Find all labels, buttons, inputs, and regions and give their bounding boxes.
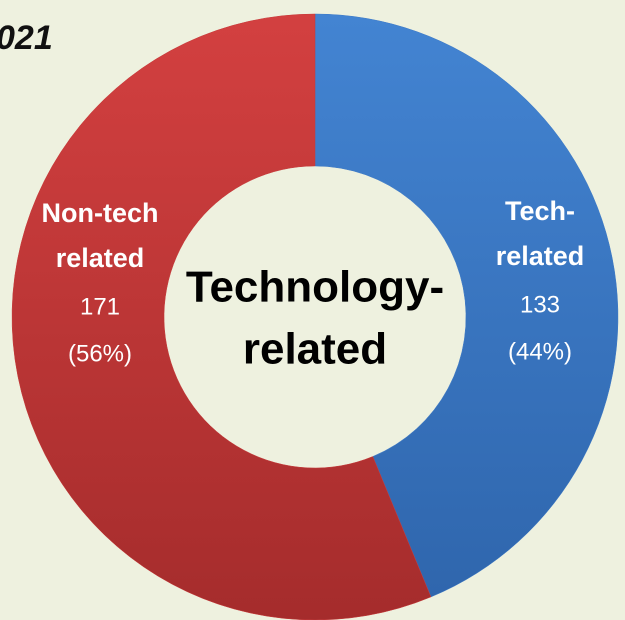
slice-label: Non-tech <box>42 198 159 228</box>
slice-value: 133 <box>520 291 560 318</box>
slice-value: 171 <box>80 293 120 320</box>
slice-percent: (44%) <box>508 338 572 365</box>
donut-slice <box>314 13 619 598</box>
slice-label: Tech- <box>505 196 575 226</box>
center-label: Technology- <box>186 263 444 312</box>
center-label: related <box>243 325 387 374</box>
chart-title: 021 <box>0 19 53 57</box>
slice-percent: (56%) <box>68 340 132 367</box>
donut-slice <box>11 13 432 620</box>
slice-label: related <box>56 243 145 273</box>
slice-label: related <box>496 241 585 271</box>
